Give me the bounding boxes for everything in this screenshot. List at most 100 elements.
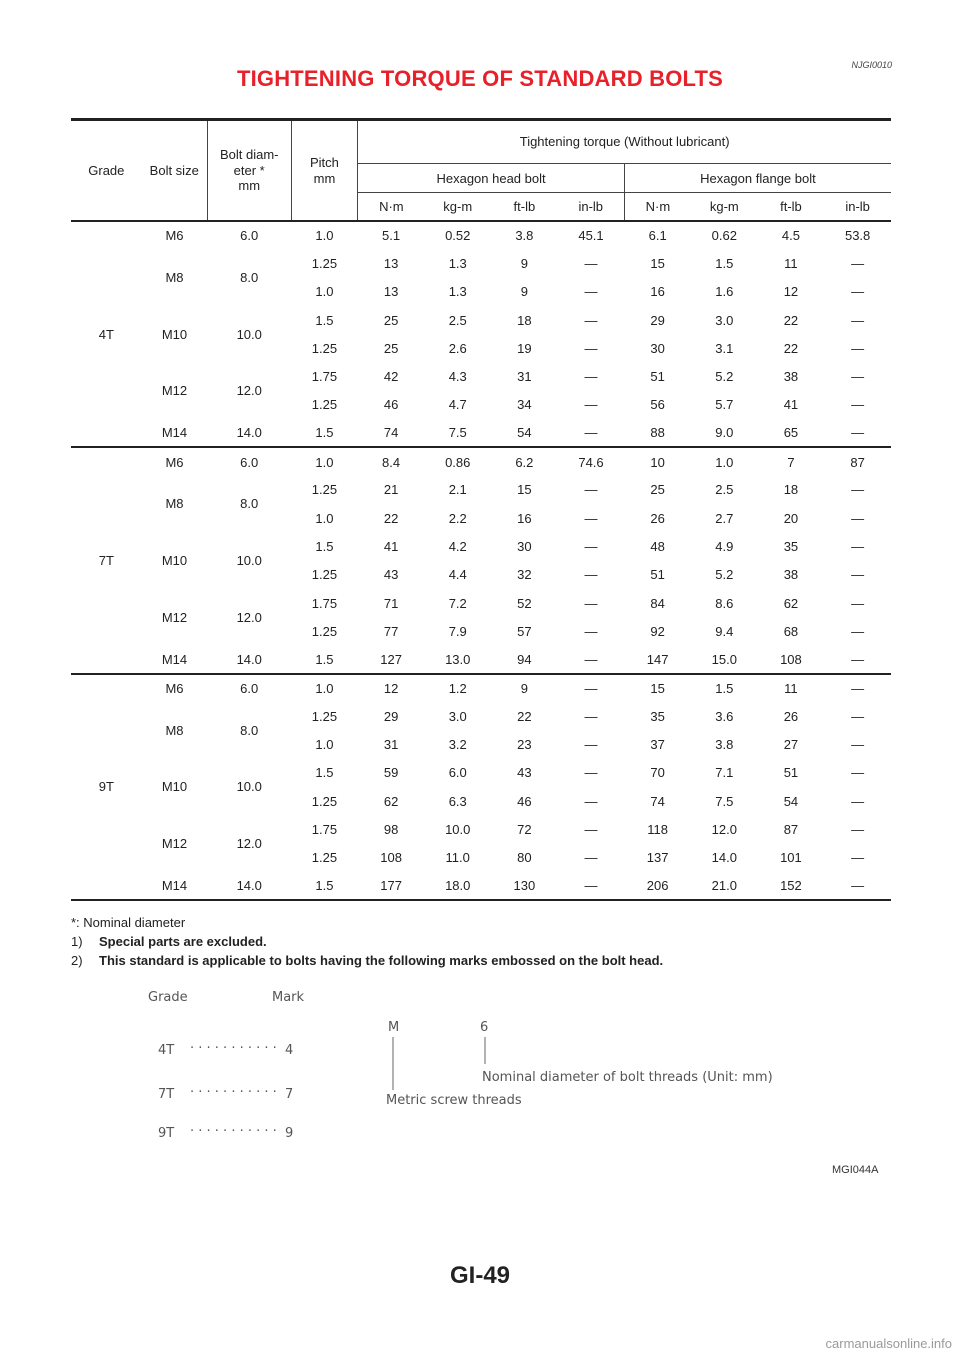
torque-value-cell: 52 xyxy=(517,595,532,611)
leader-dots: · · · · · · · · · · · xyxy=(190,1085,277,1100)
torque-value-cell: — xyxy=(584,850,598,866)
watermark: carmanualsonline.info xyxy=(825,1336,952,1351)
bolt-diameter-cell: 6.0 xyxy=(240,454,259,470)
torque-value-cell: 2.7 xyxy=(715,510,734,526)
torque-value-cell: 70 xyxy=(650,765,665,781)
pitch-cell: 1.5 xyxy=(291,645,358,675)
bolt-diameter-cell: 10.0 xyxy=(236,326,262,342)
torque-value-cell: 18.0 xyxy=(424,871,492,902)
torque-value-cell: 3.0 xyxy=(715,312,734,328)
figure-id: MGI044A xyxy=(832,1164,879,1176)
torque-value-cell: — xyxy=(851,850,865,866)
grade-cell: 9T xyxy=(71,673,142,902)
torque-value-cell: — xyxy=(584,369,598,385)
torque-value-cell: 2.5 xyxy=(715,482,734,498)
torque-value-cell: 25 xyxy=(383,340,399,356)
torque-value-cell: 25 xyxy=(383,312,399,328)
torque-value-cell: — xyxy=(557,871,625,902)
torque-value-cell: 59 xyxy=(383,765,399,781)
table-row: 1.0 13 1.3 9 — 16 1.6 12 — xyxy=(71,278,891,306)
torque-value-cell: — xyxy=(851,680,865,696)
header-unit: in-lb xyxy=(557,192,625,222)
torque-value-cell: 19 xyxy=(517,340,532,356)
torque-value-cell: 30 xyxy=(650,340,665,356)
bolt-diameter-cell: 10.0 xyxy=(236,779,262,795)
pitch-cell: 1.75 xyxy=(311,595,338,611)
torque-value-cell: 25 xyxy=(650,482,665,498)
torque-value-cell: 3.8 xyxy=(515,228,534,244)
torque-value-cell: 5.1 xyxy=(382,228,401,244)
torque-value-cell: 6.2 xyxy=(515,454,534,470)
torque-value-cell: 3.8 xyxy=(715,736,734,752)
bolt-size-cell: M10 xyxy=(161,553,188,569)
bolt-size-cell: M8 xyxy=(165,722,184,738)
bolt-diameter-cell: 14.0 xyxy=(207,871,292,902)
torque-value-cell: 41 xyxy=(783,397,799,413)
leader-dots: · · · · · · · · · · · xyxy=(190,1124,277,1139)
bolt-diameter-cell: 12.0 xyxy=(236,609,262,625)
torque-value-cell: 34 xyxy=(517,397,532,413)
torque-value-cell: 22 xyxy=(383,510,399,526)
torque-value-cell: 51 xyxy=(783,765,799,781)
torque-value-cell: 1.5 xyxy=(715,255,734,271)
torque-value-cell: 22 xyxy=(783,312,799,328)
torque-value-cell: — xyxy=(824,419,891,449)
torque-value-cell: 127 xyxy=(357,645,425,675)
pitch-cell: 1.25 xyxy=(311,255,338,271)
torque-value-cell: 65 xyxy=(757,419,825,449)
torque-value-cell: — xyxy=(851,765,865,781)
torque-value-cell: — xyxy=(851,623,865,639)
figure-mark-header: Mark xyxy=(272,990,305,1005)
torque-value-cell: 2.2 xyxy=(448,510,467,526)
note-number: 2) xyxy=(71,953,83,968)
bolt-size-cell: M8 xyxy=(165,270,184,286)
pitch-cell: 1.0 xyxy=(315,510,334,526)
torque-value-cell: — xyxy=(851,340,865,356)
torque-value-cell: — xyxy=(584,765,598,781)
torque-value-cell: 68 xyxy=(783,623,799,639)
torque-value-cell: — xyxy=(851,538,865,554)
torque-value-cell: 7 xyxy=(787,454,795,470)
header-unit: kg-m xyxy=(424,192,492,222)
torque-value-cell: 74.6 xyxy=(578,454,604,470)
torque-value-cell: 7.9 xyxy=(448,623,467,639)
pitch-cell: 1.25 xyxy=(311,850,338,866)
table-row: 1.25 43 4.4 32 — 51 5.2 38 — xyxy=(71,561,891,589)
torque-value-cell: 9 xyxy=(520,284,528,300)
bolt-diameter-cell: 12.0 xyxy=(236,383,262,399)
torque-value-cell: 101 xyxy=(780,850,802,866)
torque-value-cell: 37 xyxy=(650,736,665,752)
bolt-size-cell: M12 xyxy=(161,383,188,399)
torque-value-cell: 7.1 xyxy=(715,765,734,781)
torque-value-cell: 147 xyxy=(624,645,691,675)
torque-value-cell: 13 xyxy=(383,284,399,300)
table-row: M14 14.0 1.5 127 13.0 94—147 15.0 108— xyxy=(71,645,891,675)
table-row: M14 14.0 1.5 74 7.5 54—88 9.0 65— xyxy=(71,419,891,449)
torque-value-cell: 4.7 xyxy=(448,397,467,413)
torque-value-cell: 18 xyxy=(783,482,799,498)
grade-cell: 7T xyxy=(71,447,142,675)
header-torque-group: Tightening torque (Without lubricant) xyxy=(357,118,891,164)
torque-value-cell: 15.0 xyxy=(690,645,758,675)
pitch-cell: 1.0 xyxy=(315,736,334,752)
torque-value-cell: 9.0 xyxy=(690,419,758,449)
pitch-cell: 1.5 xyxy=(315,312,334,328)
bolt-size-cell: M6 xyxy=(165,228,184,244)
torque-value-cell: 43 xyxy=(517,765,532,781)
torque-value-cell: 21.0 xyxy=(690,871,758,902)
torque-value-cell: 15 xyxy=(517,482,532,498)
table-row: 1.25 46 4.7 34 — 56 5.7 41 — xyxy=(71,391,891,419)
bolt-size-cell: M14 xyxy=(141,645,208,675)
pitch-cell: 1.25 xyxy=(311,708,338,724)
torque-value-cell: 137 xyxy=(646,850,669,866)
torque-value-cell: — xyxy=(584,482,598,498)
table-row: 1.25 62 6.3 46 — 74 7.5 54 — xyxy=(71,787,891,815)
torque-value-cell: 7.5 xyxy=(715,793,734,809)
torque-value-cell: 31 xyxy=(517,369,532,385)
torque-value-cell: 1.3 xyxy=(448,255,467,271)
torque-value-cell: — xyxy=(851,595,865,611)
torque-value-cell: 5.2 xyxy=(715,567,734,583)
torque-value-cell: — xyxy=(851,510,865,526)
table-row: 1.25 77 7.9 57 — 92 9.4 68 — xyxy=(71,617,891,645)
torque-value-cell: 4.4 xyxy=(448,567,467,583)
